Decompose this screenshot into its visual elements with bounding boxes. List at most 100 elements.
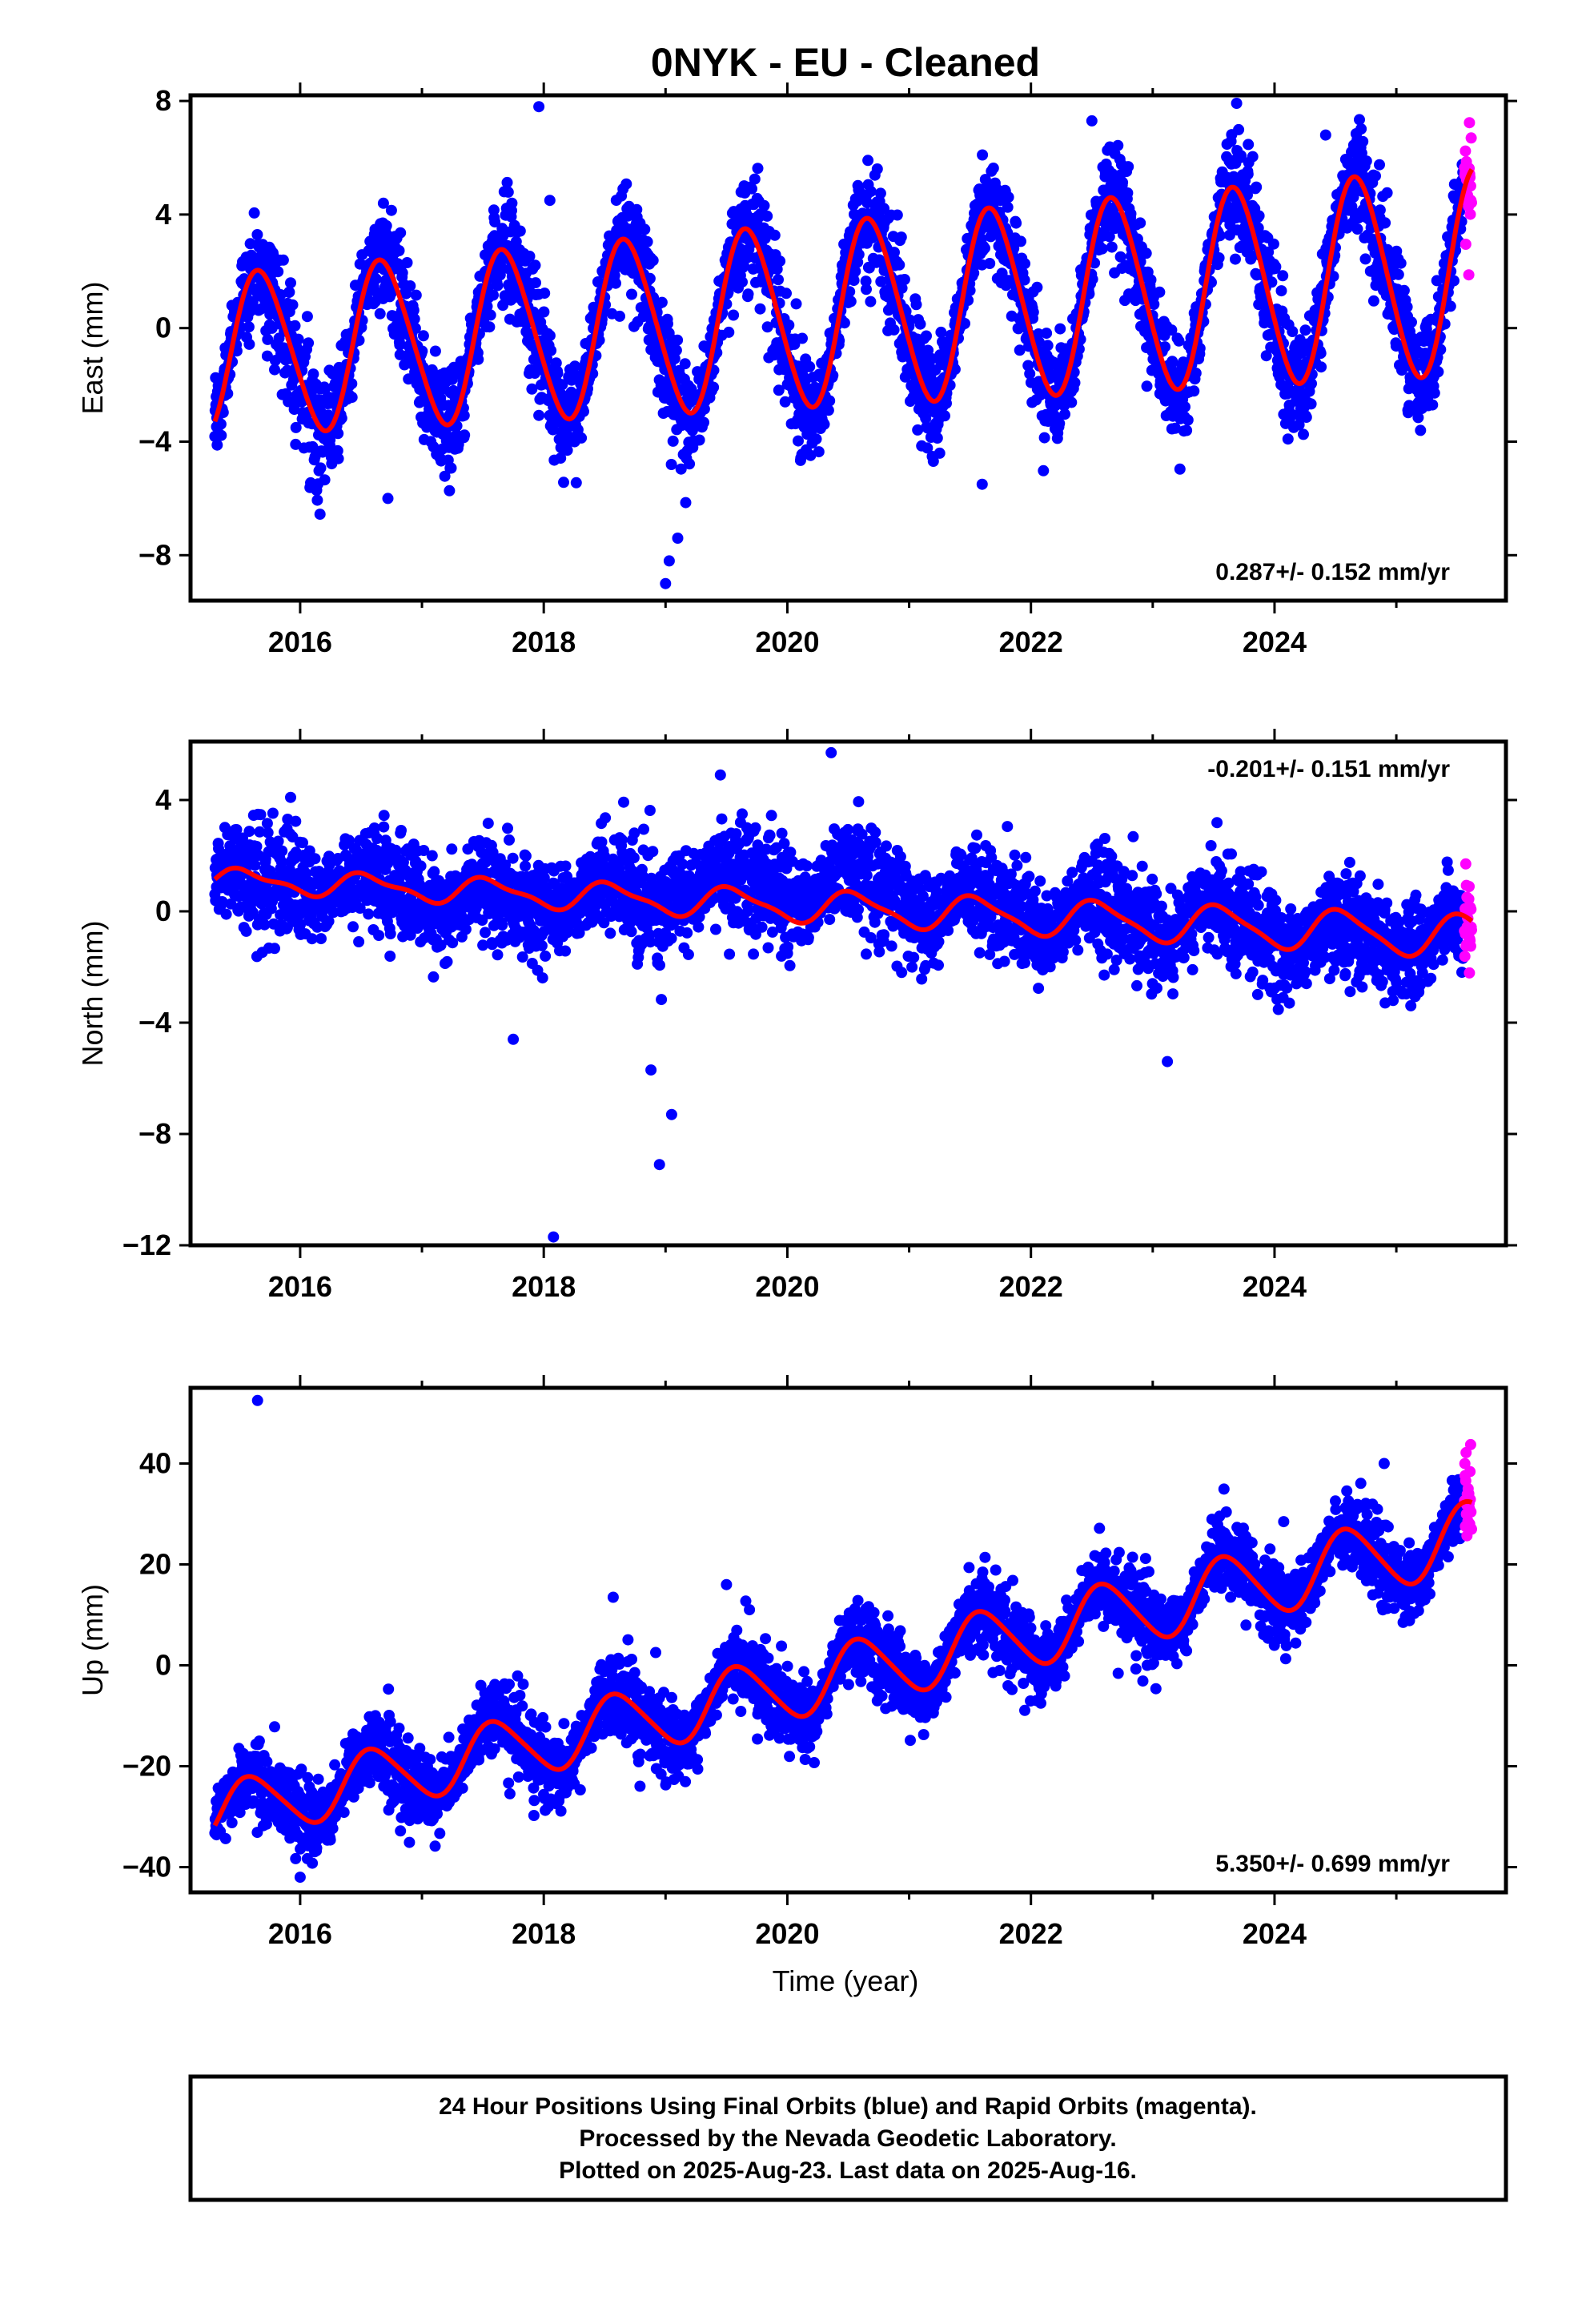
y-tick-label: −8 (139, 538, 171, 571)
final-point (570, 476, 582, 489)
final-point (1014, 344, 1026, 356)
final-point (824, 395, 836, 407)
final-point (216, 896, 228, 907)
final-point (1230, 253, 1241, 265)
final-point (861, 283, 872, 296)
final-point (481, 300, 493, 312)
final-point (662, 318, 673, 330)
final-point (576, 432, 588, 444)
final-point (1275, 285, 1287, 297)
final-point (484, 321, 496, 333)
final-point (496, 919, 508, 931)
final-point (502, 186, 514, 198)
rapid-point (1460, 239, 1472, 250)
final-point (555, 452, 567, 464)
final-point (1277, 270, 1289, 282)
final-point (893, 259, 905, 271)
final-point-outlier (663, 555, 675, 567)
final-point (1355, 123, 1367, 135)
model-fit-line (212, 168, 1474, 434)
final-point (1392, 268, 1404, 280)
final-point (1112, 139, 1124, 151)
final-point (290, 421, 302, 433)
final-point (838, 317, 850, 329)
final-point (526, 383, 538, 395)
final-point (269, 364, 280, 376)
final-point-outlier (544, 195, 556, 207)
y-tick-label: 4 (155, 198, 171, 231)
final-point (620, 178, 632, 190)
final-point (346, 392, 358, 404)
final-point (1247, 151, 1259, 163)
final-point (545, 344, 557, 356)
final-point (240, 925, 252, 937)
final-point (315, 933, 327, 945)
final-point (822, 404, 834, 416)
final-point-outlier (672, 533, 684, 544)
final-point (931, 432, 943, 444)
final-point (1019, 258, 1030, 270)
final-point (1347, 191, 1359, 203)
final-point (544, 330, 556, 342)
final-point (875, 275, 887, 287)
final-point (939, 410, 950, 422)
final-point (489, 216, 501, 228)
final-point (1379, 217, 1391, 229)
final-point (774, 255, 786, 267)
final-point (904, 314, 916, 326)
final-point (910, 299, 922, 311)
rapid-point (1460, 145, 1472, 157)
final-point (804, 360, 816, 372)
final-point (1181, 424, 1193, 436)
final-point (502, 822, 513, 834)
final-point (378, 821, 390, 833)
final-point (1041, 328, 1053, 340)
final-point (272, 835, 284, 847)
rapid-point (1465, 132, 1477, 144)
final-point (301, 311, 313, 323)
final-point (303, 337, 315, 349)
final-point (560, 860, 572, 872)
final-point (728, 309, 740, 321)
final-point (309, 853, 321, 865)
final-point (1038, 432, 1050, 444)
final-point (865, 296, 877, 308)
final-point (248, 207, 260, 219)
final-point (860, 275, 872, 287)
final-point (1267, 238, 1279, 250)
final-point (865, 186, 877, 198)
final-point (262, 333, 274, 345)
final-point (1134, 217, 1146, 229)
final-point (484, 309, 496, 321)
final-point (912, 424, 924, 436)
final-point (752, 163, 764, 175)
final-point (641, 235, 653, 247)
final-point (793, 435, 804, 447)
final-point (1293, 419, 1305, 431)
final-point (249, 859, 261, 871)
final-point (1415, 424, 1427, 436)
final-point (761, 321, 773, 333)
final-point (533, 409, 545, 421)
final-point (679, 358, 691, 370)
final-point (395, 227, 407, 239)
final-point (1054, 417, 1066, 429)
figure-title: 0NYK - EU - Cleaned (651, 40, 1040, 85)
final-point (243, 321, 255, 333)
final-point (243, 338, 255, 350)
final-point (891, 209, 903, 221)
final-point (332, 428, 344, 440)
final-point (401, 257, 413, 268)
final-point (1381, 187, 1393, 199)
final-point (781, 287, 792, 300)
final-point (647, 255, 659, 267)
final-point (480, 927, 491, 939)
final-point (1033, 336, 1045, 348)
final-point (560, 945, 572, 957)
final-point (458, 409, 470, 421)
final-point (1246, 251, 1258, 263)
final-point (353, 936, 365, 947)
final-point (390, 844, 402, 856)
final-point (1444, 300, 1456, 312)
